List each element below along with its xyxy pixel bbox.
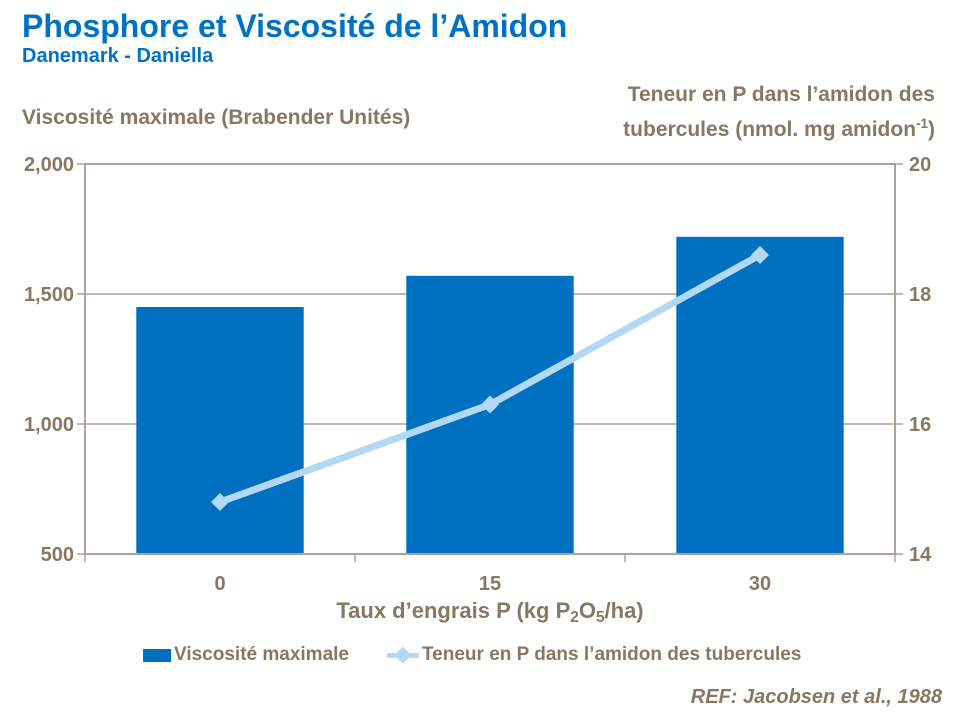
x-axis-title-sub5: 5 <box>595 609 605 626</box>
line-marker <box>211 493 229 511</box>
y-right-tick-label: 16 <box>909 414 931 436</box>
chart: 2,000 1,500 1,000 500 20 18 16 14 0 15 30 <box>24 154 932 595</box>
legend-line-diamond-icon <box>386 646 419 663</box>
x-axis-title-unit: /ha) <box>604 598 644 623</box>
x-category-label: 0 <box>214 573 225 595</box>
plot-border <box>84 163 896 555</box>
y-right-tick-label: 20 <box>909 154 931 176</box>
y-right-tick-label: 14 <box>909 544 932 566</box>
bar <box>406 275 574 554</box>
x-axis-title-sub2: 2 <box>570 609 579 626</box>
page-subtitle: Danemark - Daniella <box>22 45 214 67</box>
legend-item-p-content: Teneur en P dans l’amidon des tubercules <box>386 644 802 666</box>
legend-diamond-icon <box>394 646 412 663</box>
y-right-tick-label: 18 <box>909 284 931 306</box>
y-left-tick-label: 500 <box>41 544 74 566</box>
x-category-label: 15 <box>479 573 501 595</box>
x-axis-title-o: O <box>578 598 596 623</box>
legend: Viscosité maximale Teneur en P dans l’am… <box>143 644 801 666</box>
right-axis-title-line2: tubercules (nmol. mg amidon <box>623 118 917 141</box>
y-left-tick-label: 2,000 <box>24 154 74 176</box>
bar <box>136 307 304 554</box>
legend-label-viscosity: Viscosité maximale <box>174 644 349 665</box>
x-axis-title-text: Taux d’engrais P (kg P <box>336 598 571 623</box>
line-marker <box>481 395 499 414</box>
x-axis-title: Taux d’engrais P (kg P2O5/ha) <box>85 598 895 626</box>
legend-label-p-content: Teneur en P dans l’amidon des tubercules <box>421 644 802 665</box>
legend-item-viscosity: Viscosité maximale <box>143 644 349 666</box>
reference-text: REF: Jacobsen et al., 1988 <box>690 686 942 708</box>
line-marker <box>751 246 769 264</box>
right-axis-title: Teneur en P dans l’amidon des tubercules… <box>623 80 935 144</box>
right-axis-title-line1: Teneur en P dans l’amidon des <box>627 83 935 106</box>
y-left-tick-label: 1,000 <box>24 414 74 436</box>
left-axis-title: Viscosité maximale (Brabender Unités) <box>22 106 411 129</box>
legend-bar-swatch-icon <box>143 648 171 662</box>
x-category-label: 30 <box>749 573 771 595</box>
right-axis-title-superscript: -1 <box>916 116 928 131</box>
page-title: Phosphore et Viscosité de l’Amidon <box>22 8 568 44</box>
y-left-tick-label: 1,500 <box>24 284 74 306</box>
right-axis-title-close-paren: ) <box>928 118 935 141</box>
